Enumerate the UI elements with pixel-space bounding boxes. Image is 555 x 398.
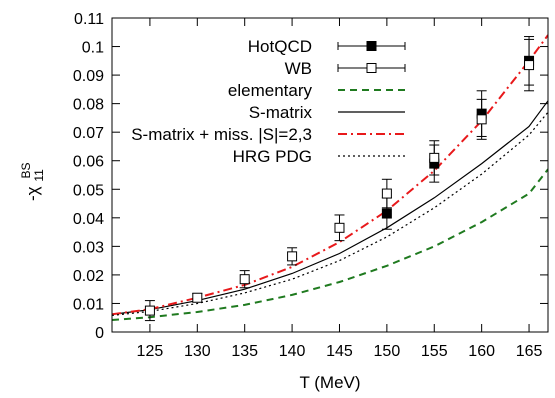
y-tick-label: 0.01 [73, 296, 104, 313]
x-tick-label: 145 [326, 343, 353, 360]
tick-labels-layer: 125 130 135 140 145 150 155 160 165 0 0.01 0.02 0.03… [73, 11, 543, 360]
legend-label: HRG PDG [233, 147, 312, 166]
x-tick-label: 125 [137, 343, 164, 360]
data-point [334, 222, 345, 233]
y-tick-label: 0.09 [73, 68, 104, 85]
y-tick-label: 0.04 [73, 211, 104, 228]
legend-marker [366, 41, 377, 51]
data-points-layer [144, 36, 535, 322]
y-tick-label: 0.07 [73, 125, 104, 142]
legend-marker [366, 63, 377, 73]
x-tick-label: 135 [231, 343, 258, 360]
data-point [381, 208, 392, 219]
x-tick-label: 155 [421, 343, 448, 360]
legend-label: elementary [228, 81, 313, 100]
x-tick-label: 160 [468, 343, 495, 360]
y-tick-label: 0.08 [73, 97, 104, 114]
x-tick-label: 150 [374, 343, 401, 360]
legend: HotQCD WB elementary S-matrix S-matrix + mis… [131, 37, 406, 166]
y-axis-title-subscript: 11 [32, 169, 46, 182]
data-point [144, 305, 155, 316]
y-tick-label: 0.06 [73, 154, 104, 171]
y-axis-title-superscript: BS [19, 162, 33, 178]
y-tick-label: 0.02 [73, 268, 104, 285]
data-point [429, 152, 440, 163]
x-tick-label: 165 [516, 343, 543, 360]
series-line [112, 168, 548, 321]
y-axis-title: -χ 11 BS [19, 162, 47, 201]
y-tick-label: 0.1 [82, 40, 104, 57]
y-tick-label: 0.11 [74, 11, 104, 28]
y-tick-label: 0.05 [73, 182, 104, 199]
x-tick-label: 140 [279, 343, 306, 360]
data-point [476, 114, 487, 125]
legend-label: S-matrix [249, 103, 313, 122]
legend-label: WB [285, 59, 312, 78]
series-lines-layer [112, 34, 548, 321]
data-point [239, 274, 250, 285]
series-line [112, 111, 548, 316]
series-line [112, 34, 548, 316]
series-line [112, 100, 548, 315]
y-tick-label: 0.03 [73, 239, 104, 256]
legend-label: HotQCD [248, 37, 312, 56]
x-axis-title: T (MeV) [299, 373, 360, 392]
y-tick-label: 0 [95, 325, 104, 342]
data-point [381, 188, 392, 199]
x-tick-label: 130 [184, 343, 211, 360]
data-point [287, 251, 298, 262]
y-axis-title-main: -χ [23, 186, 42, 201]
plot-frame [111, 17, 549, 333]
data-point [192, 292, 203, 303]
data-point [524, 60, 535, 71]
legend-label: S-matrix + miss. |S|=2,3 [131, 125, 312, 144]
axis-ticks-layer [112, 17, 548, 333]
